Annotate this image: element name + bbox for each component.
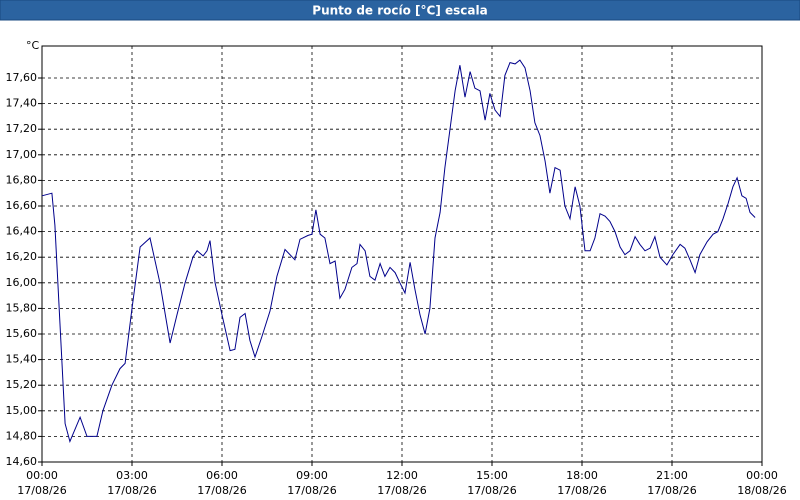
x-tick-label: 15:00 xyxy=(476,469,508,482)
x-tick-date: 17/08/26 xyxy=(557,484,606,497)
x-tick-date: 17/08/26 xyxy=(377,484,426,497)
x-tick-label: 18:00 xyxy=(566,469,598,482)
y-tick-label: 15,00 xyxy=(6,404,38,417)
y-tick-label: 15,80 xyxy=(6,301,38,314)
y-tick-label: 16,60 xyxy=(6,199,38,212)
x-tick-date: 17/08/26 xyxy=(467,484,516,497)
y-tick-label: 15,60 xyxy=(6,327,38,340)
y-tick-label: 17,20 xyxy=(6,122,38,135)
x-tick-date: 18/08/26 xyxy=(737,484,786,497)
data-line xyxy=(41,59,756,444)
y-tick-label: 16,20 xyxy=(6,250,38,263)
y-tick-label: 16,40 xyxy=(6,225,38,238)
x-tick-date: 17/08/26 xyxy=(107,484,156,497)
x-tick-date: 17/08/26 xyxy=(17,484,66,497)
x-tick-date: 17/08/26 xyxy=(647,484,696,497)
y-tick-label: 17,40 xyxy=(6,97,38,110)
x-tick-label: 09:00 xyxy=(296,469,328,482)
y-tick-label: 15,40 xyxy=(6,353,38,366)
x-tick-label: 06:00 xyxy=(206,469,238,482)
plot-area xyxy=(41,45,763,463)
x-tick-date: 17/08/26 xyxy=(287,484,336,497)
x-tick-label: 03:00 xyxy=(116,469,148,482)
y-tick-label: 17,00 xyxy=(6,148,38,161)
chart-title: Punto de rocío [°C] escala xyxy=(312,4,487,18)
x-tick-label: 00:00 xyxy=(26,469,58,482)
x-tick-label: 00:00 xyxy=(746,469,778,482)
x-tick-date: 17/08/26 xyxy=(197,484,246,497)
x-tick-label: 21:00 xyxy=(656,469,688,482)
y-tick-label: 17,60 xyxy=(6,71,38,84)
x-tick-label: 12:00 xyxy=(386,469,418,482)
y-tick-label: 16,00 xyxy=(6,276,38,289)
y-tick-label: 14,60 xyxy=(6,455,38,468)
y-tick-label: 16,80 xyxy=(6,173,38,186)
title-bar xyxy=(0,0,800,21)
y-tick-label: 15,20 xyxy=(6,378,38,391)
y-axis-label: °C xyxy=(26,39,40,52)
y-tick-label: 14,80 xyxy=(6,429,38,442)
